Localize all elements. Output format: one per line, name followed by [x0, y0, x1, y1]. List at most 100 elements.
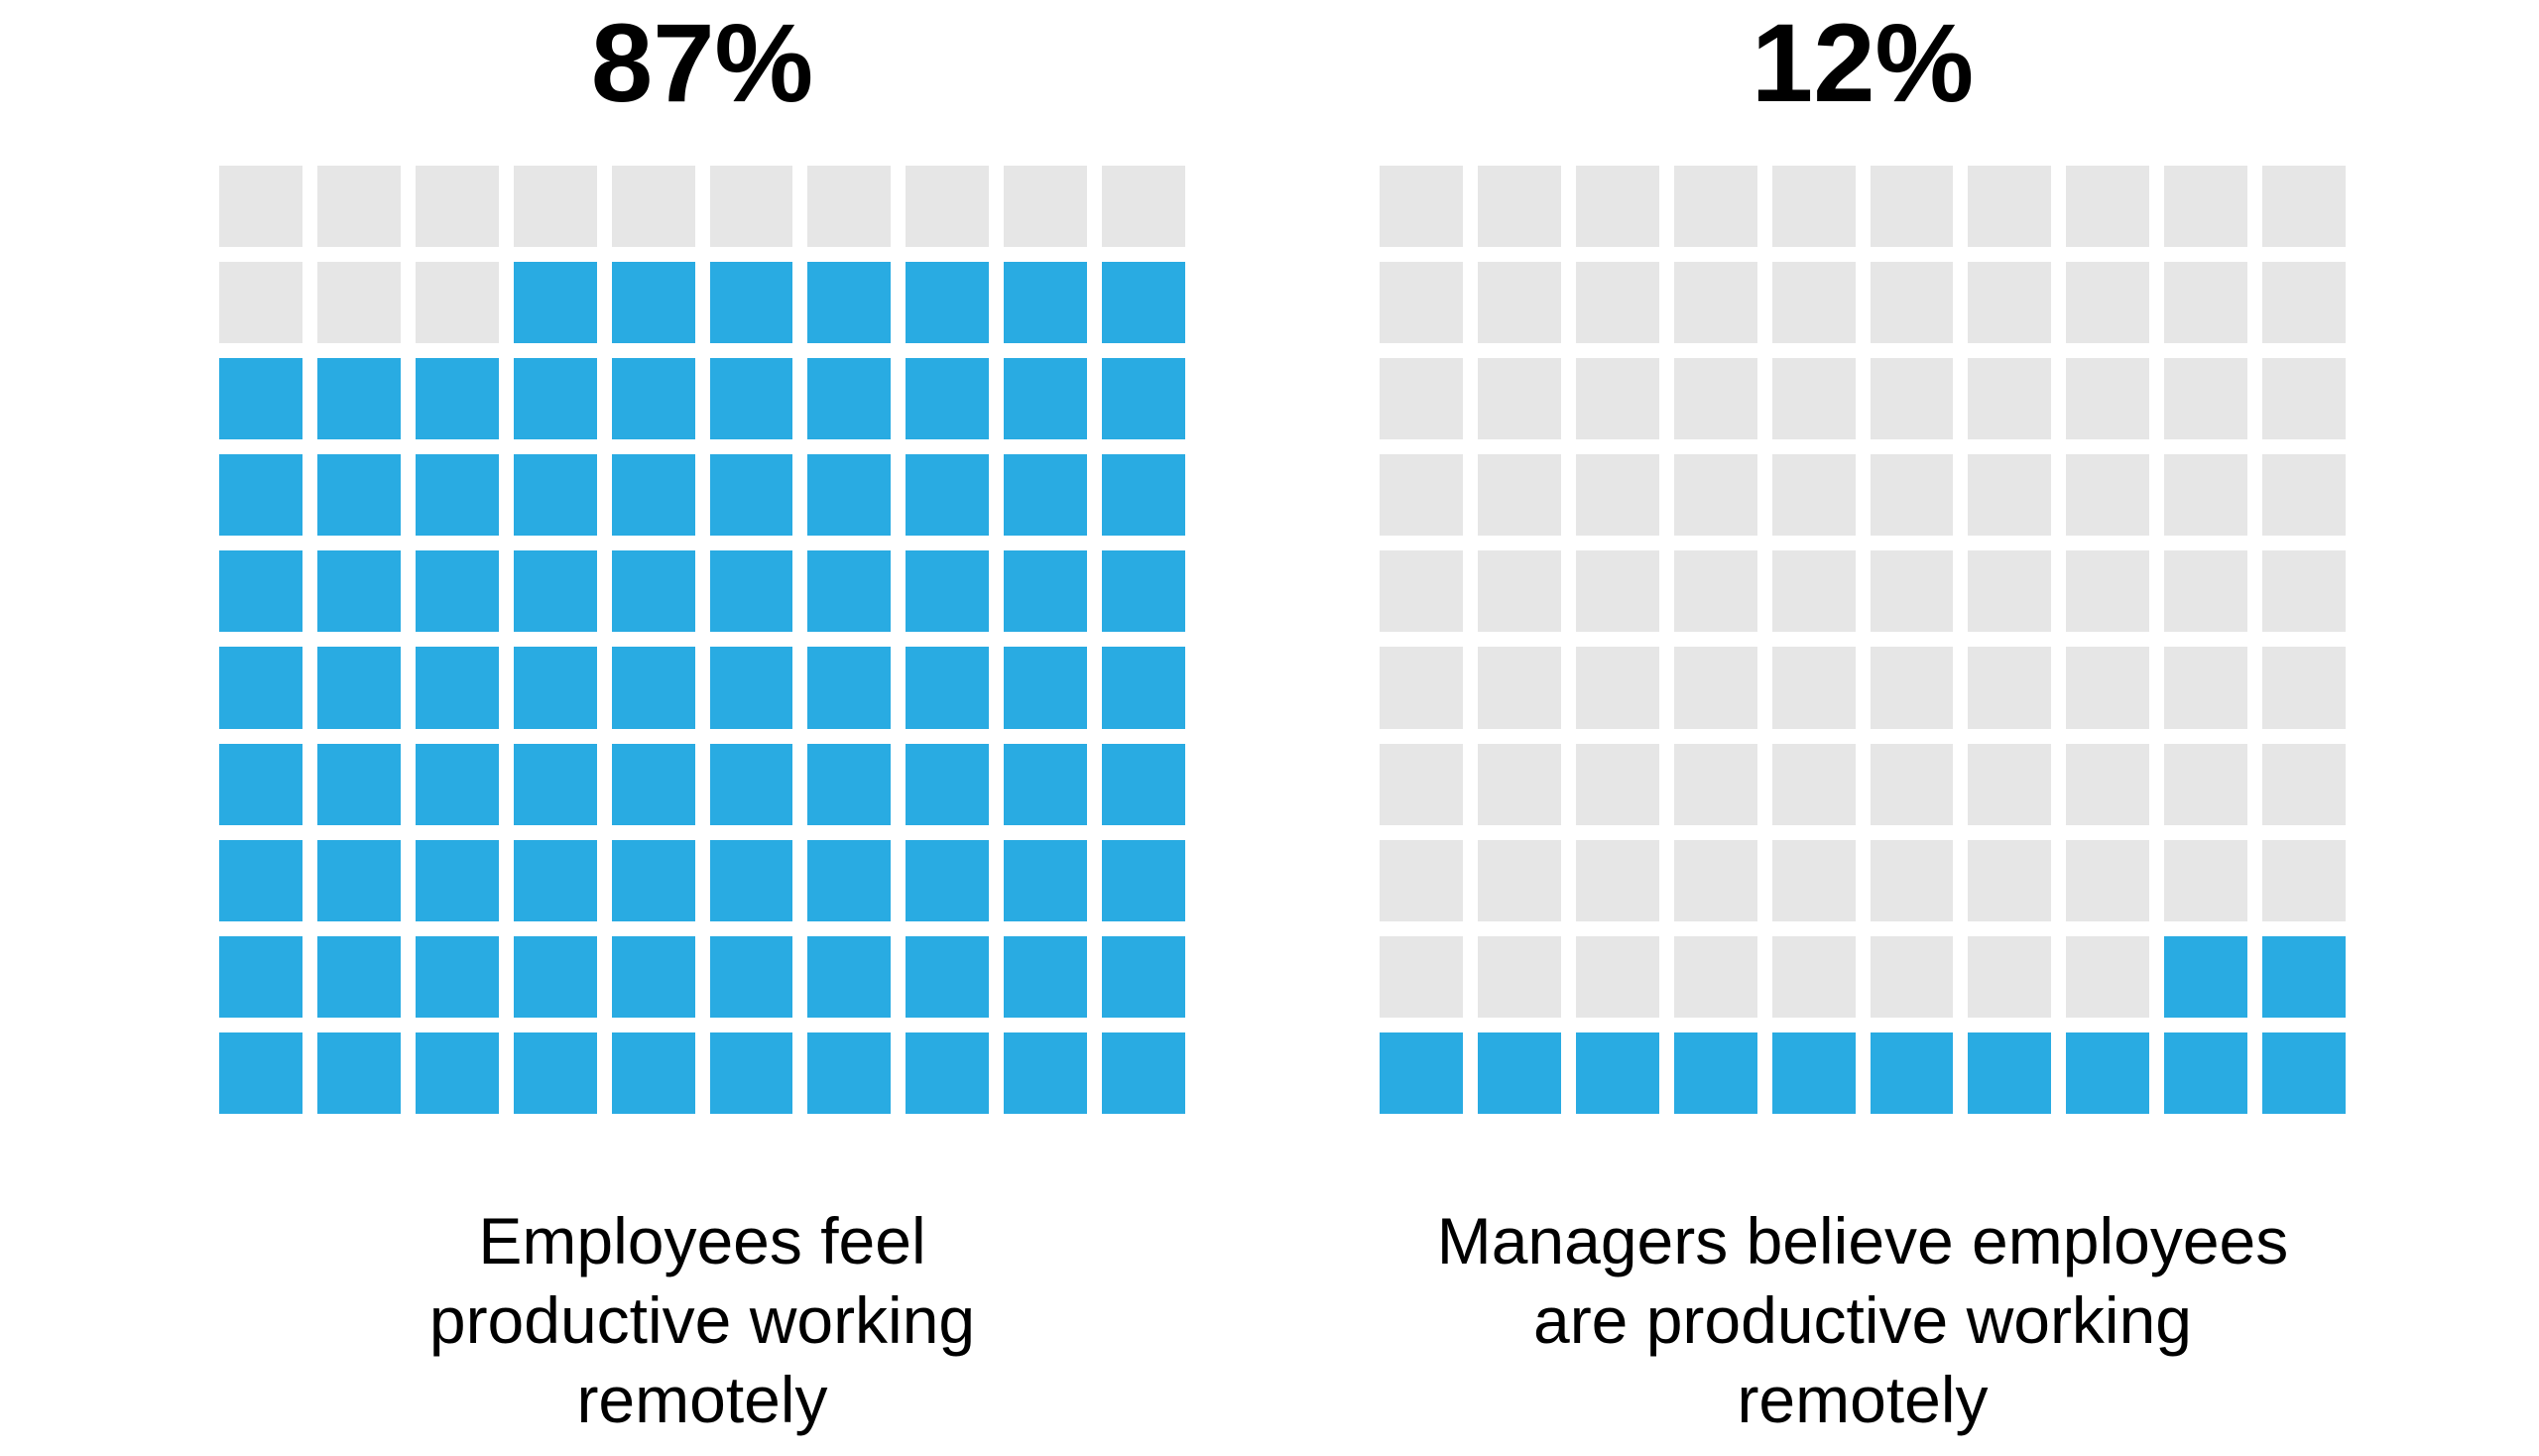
waffle-cell-filled — [906, 550, 990, 633]
waffle-cell-empty — [2066, 647, 2150, 729]
waffle-cell-filled — [219, 358, 302, 440]
waffle-cell-filled — [1102, 839, 1185, 921]
waffle-cell-filled — [709, 743, 793, 825]
waffle-cell-filled — [316, 839, 401, 921]
waffle-cell-filled — [415, 935, 499, 1018]
waffle-cell-filled — [1004, 647, 1088, 729]
waffle-cell-empty — [2066, 166, 2150, 248]
waffle-cell-filled — [1771, 1031, 1856, 1114]
waffle-cell-empty — [1380, 358, 1463, 440]
waffle-cell-empty — [2262, 262, 2346, 344]
waffle-cell-filled — [513, 358, 597, 440]
caption-line: remotely — [1737, 1363, 1989, 1436]
waffle-cell-empty — [807, 166, 892, 248]
waffle-cell-empty — [2164, 358, 2248, 440]
waffle-cell-empty — [1870, 935, 1954, 1018]
waffle-cell-filled — [219, 743, 302, 825]
waffle-cell-empty — [1771, 839, 1856, 921]
waffle-cell-filled — [807, 454, 892, 537]
waffle-cell-empty — [2262, 358, 2346, 440]
waffle-cell-empty — [1870, 358, 1954, 440]
chart-caption: Managers believe employees are productive… — [1218, 1201, 2507, 1439]
waffle-cell-filled — [906, 358, 990, 440]
waffle-cell-empty — [219, 262, 302, 344]
waffle-cell-empty — [1380, 550, 1463, 633]
waffle-cell-empty — [1968, 166, 2052, 248]
caption-line: Managers believe employees — [1436, 1204, 2289, 1277]
waffle-cell-filled — [611, 358, 695, 440]
waffle-cell-filled — [219, 1031, 302, 1114]
waffle-cell-filled — [415, 1031, 499, 1114]
waffle-cell-empty — [1870, 454, 1954, 537]
chart-title-percentage: 87% — [590, 1, 814, 125]
waffle-cell-filled — [611, 550, 695, 633]
waffle-cell-empty — [1477, 839, 1561, 921]
waffle-cell-empty — [2066, 839, 2150, 921]
waffle-cell-filled — [1673, 1031, 1757, 1114]
waffle-cell-filled — [2262, 935, 2346, 1018]
waffle-cell-empty — [1968, 743, 2052, 825]
waffle-cell-filled — [415, 839, 499, 921]
waffle-cell-filled — [611, 935, 695, 1018]
waffle-cell-filled — [219, 550, 302, 633]
waffle-cell-filled — [906, 647, 990, 729]
waffle-cell-filled — [415, 743, 499, 825]
waffle-cell-empty — [1477, 166, 1561, 248]
waffle-cell-empty — [2164, 166, 2248, 248]
waffle-cell-filled — [906, 262, 990, 344]
waffle-cell-filled — [807, 839, 892, 921]
waffle-cell-empty — [1968, 935, 2052, 1018]
chart-caption: Employees feel productive working remotely — [58, 1201, 1347, 1439]
waffle-cell-filled — [906, 454, 990, 537]
waffle-grid — [1380, 166, 2346, 1114]
caption-line: productive working — [428, 1283, 976, 1357]
waffle-cell-filled — [1004, 935, 1088, 1018]
waffle-cell-filled — [611, 1031, 695, 1114]
caption-line: are productive working — [1533, 1283, 2192, 1357]
waffle-cell-filled — [513, 935, 597, 1018]
waffle-cell-filled — [611, 743, 695, 825]
waffle-cell-filled — [316, 454, 401, 537]
waffle-cell-empty — [2164, 839, 2248, 921]
waffle-cell-filled — [709, 647, 793, 729]
waffle-cell-filled — [807, 262, 892, 344]
waffle-cell-filled — [1968, 1031, 2052, 1114]
waffle-grid — [219, 166, 1185, 1114]
waffle-cell-empty — [1477, 935, 1561, 1018]
waffle-cell-empty — [1673, 550, 1757, 633]
waffle-cell-empty — [1673, 647, 1757, 729]
waffle-cell-filled — [1004, 743, 1088, 825]
waffle-cell-empty — [1004, 166, 1088, 248]
waffle-cell-filled — [807, 550, 892, 633]
waffle-cell-filled — [219, 454, 302, 537]
waffle-cell-empty — [1968, 550, 2052, 633]
waffle-cell-empty — [2164, 743, 2248, 825]
waffle-cell-empty — [1477, 454, 1561, 537]
waffle-cell-empty — [1771, 743, 1856, 825]
waffle-cell-filled — [513, 1031, 597, 1114]
waffle-cell-filled — [415, 647, 499, 729]
waffle-chart-managers-believe: 12% Managers believe employees are produc… — [1380, 0, 2346, 1456]
waffle-cell-empty — [1968, 358, 2052, 440]
waffle-chart-employees-productive: 87% Employees feel productive working remo… — [219, 0, 1185, 1456]
waffle-cell-empty — [2262, 839, 2346, 921]
waffle-cell-empty — [1673, 262, 1757, 344]
waffle-cell-filled — [611, 647, 695, 729]
waffle-cell-empty — [1477, 550, 1561, 633]
waffle-cell-empty — [2066, 743, 2150, 825]
waffle-cell-empty — [2066, 358, 2150, 440]
waffle-cell-empty — [1575, 743, 1659, 825]
waffle-cell-filled — [1870, 1031, 1954, 1114]
waffle-cell-empty — [1477, 358, 1561, 440]
waffle-cell-empty — [2262, 647, 2346, 729]
waffle-cell-empty — [1380, 454, 1463, 537]
waffle-cell-empty — [1870, 550, 1954, 633]
waffle-cell-filled — [316, 358, 401, 440]
waffle-cell-empty — [1673, 743, 1757, 825]
waffle-cell-filled — [2164, 1031, 2248, 1114]
waffle-cell-filled — [1004, 358, 1088, 440]
waffle-cell-empty — [2164, 647, 2248, 729]
waffle-cell-filled — [1477, 1031, 1561, 1114]
waffle-cell-filled — [1380, 1031, 1463, 1114]
